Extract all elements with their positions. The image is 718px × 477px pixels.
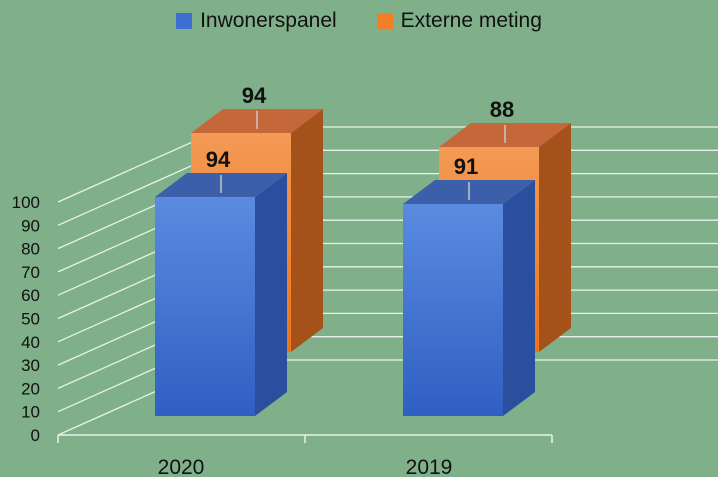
y-tick-label: 30 [21,356,40,375]
x-axis: 2020 2019 [57,434,553,477]
bars: 94 94 88 91 [155,83,571,416]
y-tick-label: 0 [31,426,40,445]
legend: Inwonerspanel Externe meting [0,6,718,36]
y-tick-label: 70 [21,263,40,282]
y-tick-label: 20 [21,379,40,398]
y-tick-label: 10 [21,403,40,422]
legend-swatch-inwonerspanel [176,13,193,29]
y-tick-label: 100 [12,193,40,212]
legend-swatch-externe-meting [376,13,393,29]
legend-item-inwonerspanel[interactable]: Inwonerspanel [176,9,337,33]
x-category-label: 2019 [406,456,453,477]
legend-label-externe-meting: Externe meting [400,9,542,32]
data-label: 88 [490,97,514,122]
data-label: 94 [206,147,231,172]
y-tick-label: 50 [21,310,40,329]
bar-2020-inwonerspanel: 94 [155,147,287,416]
legend-item-externe-meting[interactable]: Externe meting [376,9,542,33]
data-label: 94 [242,83,267,108]
y-tick-label: 40 [21,333,40,352]
y-tick-label: 60 [21,286,40,305]
data-label: 91 [454,154,478,179]
y-tick-label: 80 [21,240,40,259]
bar-2019-inwonerspanel: 91 [403,154,535,416]
x-category-label: 2020 [158,456,205,477]
legend-label-inwonerspanel: Inwonerspanel [200,9,337,32]
y-axis: 0 10 20 30 40 50 60 70 80 90 100 [12,193,40,445]
y-tick-label: 90 [21,216,40,235]
